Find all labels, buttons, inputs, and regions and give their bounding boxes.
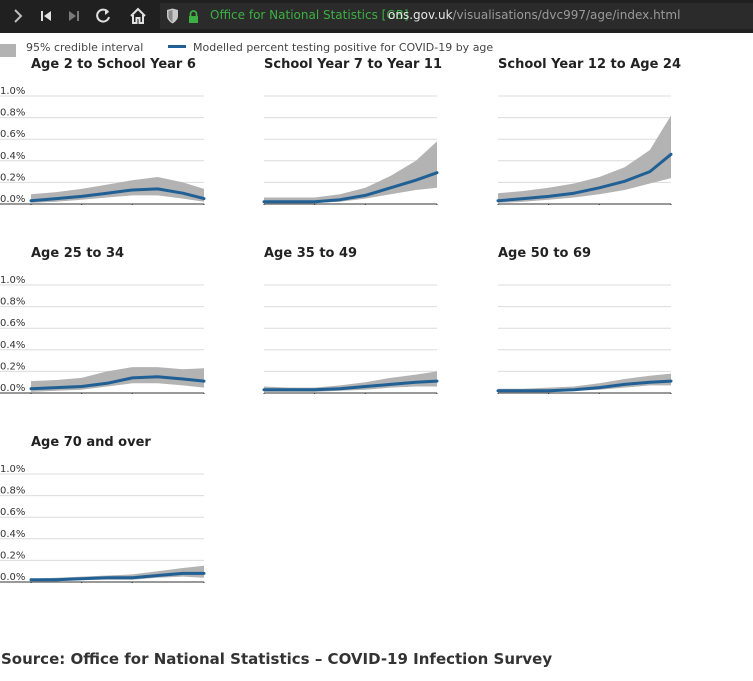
chart-title: School Year 7 to Year 11 — [264, 57, 442, 72]
series-line — [262, 379, 439, 392]
y-tick-label: 0.0% — [0, 383, 25, 394]
shield-icon[interactable] — [166, 8, 179, 28]
chart-panel: Age 2 to School Year 6 0.0% 0.2% 0.4% 0.6% 0.… — [0, 57, 206, 205]
series-line — [29, 571, 206, 582]
home-icon[interactable] — [126, 4, 150, 28]
skip-back-icon[interactable] — [34, 4, 58, 28]
site-identity[interactable]: Office for National Statistics [GB] — [210, 8, 409, 22]
lock-icon[interactable] — [188, 9, 199, 28]
y-tick-label: 1.0% — [0, 275, 25, 286]
y-tick-label: 0.8% — [0, 108, 25, 119]
chart-panel: Age 25 to 340.0%0.2%0.4%0.6%0.8%1.0%14 A… — [0, 246, 206, 394]
y-tick-label: 0.0% — [0, 572, 25, 583]
chart-title: Age 25 to 34 — [31, 246, 124, 261]
series-line — [496, 379, 673, 393]
chart-title: Age 50 to 69 — [498, 246, 591, 261]
chart-panel: School Year 7 to Year 1114 Aug26 Aug07 S… — [262, 57, 442, 205]
y-tick-label: 0.6% — [0, 318, 25, 329]
reload-icon[interactable] — [91, 4, 115, 28]
legend-line-label: Modelled percent testing positive for CO… — [193, 41, 494, 54]
legend-interval-label: 95% credible interval — [26, 41, 144, 54]
chart-panel: School Year 12 to Age 2414 Aug26 Aug07 S… — [496, 57, 681, 205]
chart-title: Age 2 to School Year 6 — [31, 57, 196, 72]
y-tick-label: 0.4% — [0, 529, 25, 540]
y-tick-label: 1.0% — [0, 86, 25, 97]
y-tick-label: 0.2% — [0, 550, 25, 561]
url-domain: ons.gov.uk — [388, 8, 453, 22]
y-tick-label: 0.8% — [0, 486, 25, 497]
series-line — [29, 187, 206, 203]
y-tick-label: 0.6% — [0, 507, 25, 518]
chart-title: Age 35 to 49 — [264, 246, 357, 261]
y-tick-label: 0.2% — [0, 172, 25, 183]
legend-line-swatch — [168, 45, 186, 48]
url-path: /visualisations/dvc997/age/index.html — [452, 8, 681, 22]
y-tick-label: 0.6% — [0, 129, 25, 140]
credible-interval-band — [264, 371, 437, 392]
y-tick-label: 0.0% — [0, 194, 25, 205]
chart-panel: Age 50 to 6914 Aug26 Aug07 Sep24 Sep — [496, 246, 673, 394]
series-line — [29, 375, 206, 391]
source-note: Source: Office for National Statistics –… — [1, 650, 553, 668]
series-line — [496, 152, 673, 203]
chevron-right-icon[interactable] — [6, 4, 30, 28]
chart-title: Age 70 and over — [31, 435, 151, 450]
url-text[interactable]: ons.gov.uk/visualisations/dvc997/age/ind… — [388, 8, 680, 22]
browser-toolbar: Office for National Statistics [GB] ons.… — [0, 0, 753, 33]
y-tick-label: 0.2% — [0, 361, 25, 372]
chart-panel: Age 70 and over0.0%0.2%0.4%0.6%0.8%1.0%1… — [0, 435, 206, 583]
series-line — [262, 171, 439, 204]
credible-interval-band — [498, 373, 671, 392]
legend-interval-swatch — [0, 44, 16, 57]
credible-interval-band — [31, 565, 204, 581]
y-tick-label: 0.8% — [0, 297, 25, 308]
chart-panel: Age 35 to 4914 Aug26 Aug07 Sep24 Sep — [262, 246, 439, 394]
address-bar[interactable] — [160, 3, 753, 29]
skip-forward-icon[interactable] — [62, 4, 86, 28]
credible-interval-band — [264, 141, 437, 203]
y-tick-label: 0.4% — [0, 151, 25, 162]
chart-title: School Year 12 to Age 24 — [498, 57, 681, 72]
y-tick-label: 1.0% — [0, 464, 25, 475]
y-tick-label: 0.4% — [0, 340, 25, 351]
